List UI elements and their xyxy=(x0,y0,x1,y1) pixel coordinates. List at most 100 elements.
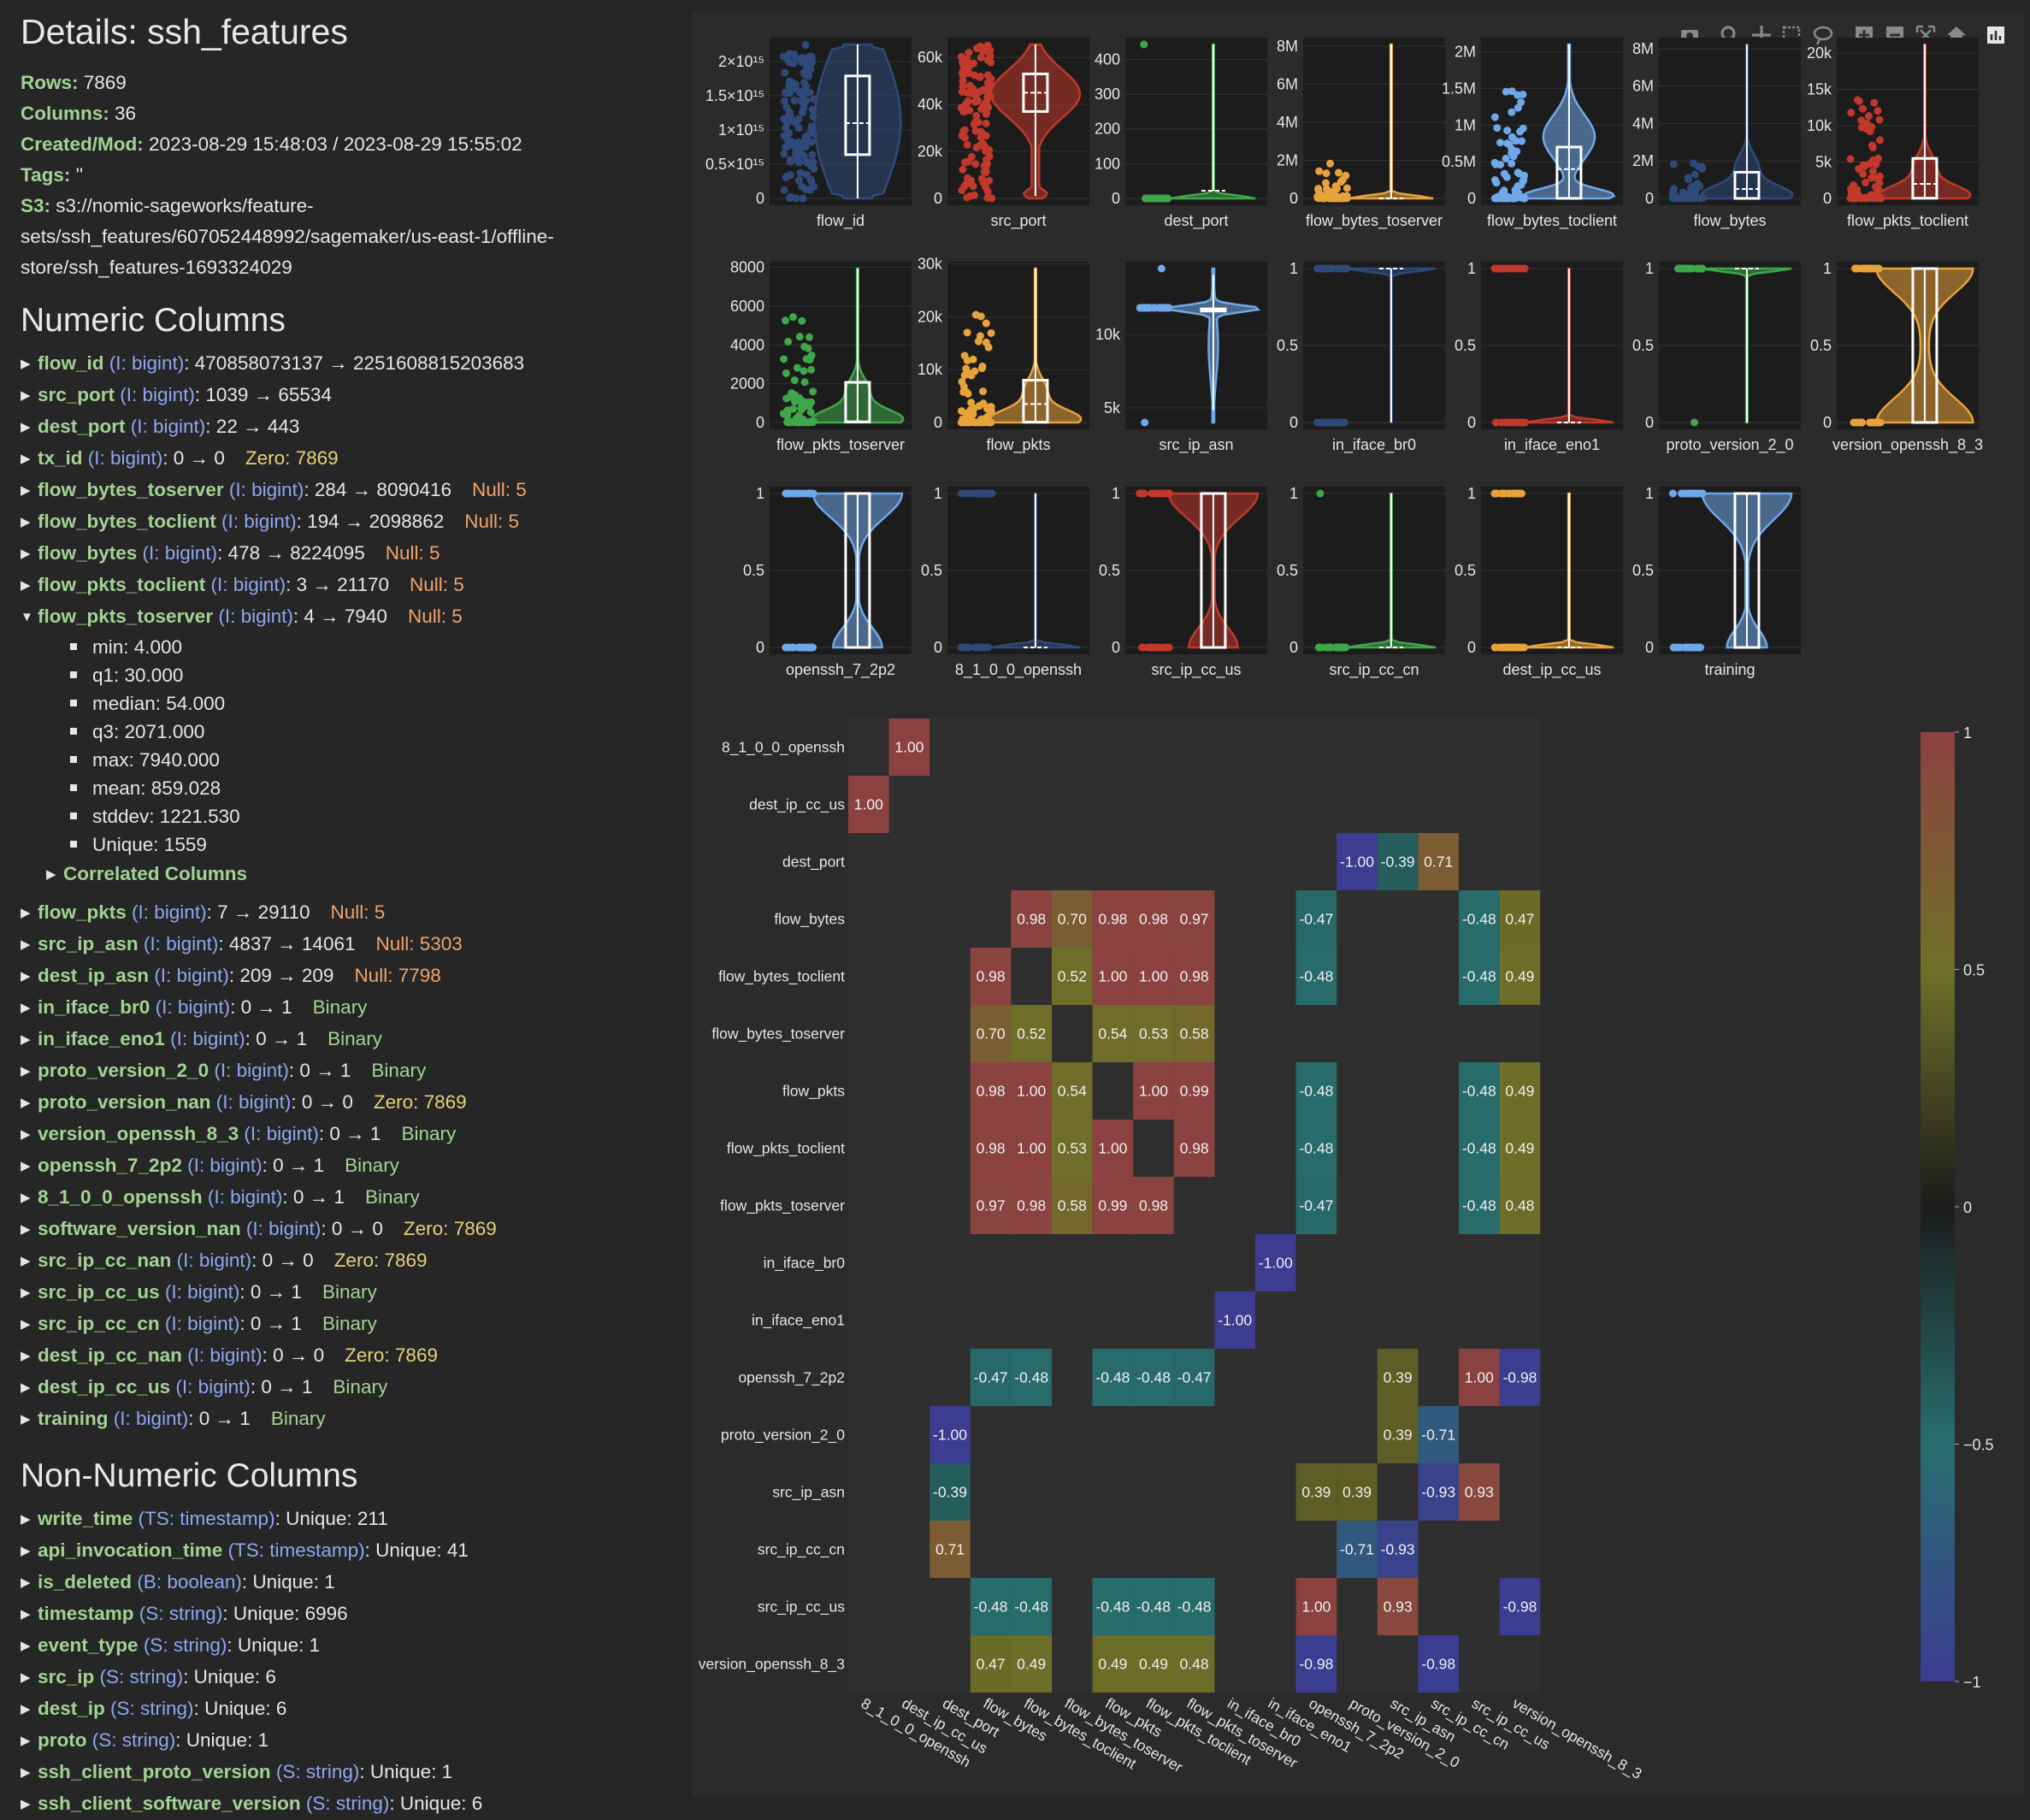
data-point xyxy=(792,140,800,149)
heatmap-cell xyxy=(970,1062,1012,1120)
column-row[interactable]: ▶ 8_1_0_0_openssh (I: bigint): 0 → 1 Binar… xyxy=(21,1182,679,1214)
expand-triangle-icon[interactable]: ▶ xyxy=(21,578,31,593)
data-point xyxy=(1147,643,1155,652)
cell-value-label: 0.98 xyxy=(1017,911,1046,928)
expand-triangle-icon[interactable]: ▶ xyxy=(21,1001,31,1015)
column-row[interactable]: ▶ flow_bytes (I: bigint): 478 → 8224095 Nu… xyxy=(21,538,679,570)
column-row[interactable]: ▶ in_iface_br0 (I: bigint): 0 → 1 Binary xyxy=(21,992,679,1024)
data-point xyxy=(1143,304,1152,312)
violin-panel: 1 0.5 0 src_ip_cc_us xyxy=(1099,485,1267,679)
column-row[interactable]: ▶ proto_version_2_0 (I: bigint): 0 → 1 Bin… xyxy=(21,1055,679,1087)
expand-triangle-icon[interactable]: ▶ xyxy=(21,388,31,403)
column-row[interactable]: ▶ in_iface_eno1 (I: bigint): 0 → 1 Binary xyxy=(21,1024,679,1055)
expand-triangle-icon[interactable]: ▶ xyxy=(21,452,31,466)
column-row[interactable]: ▶ dest_port (I: bigint): 22 → 443 xyxy=(21,411,679,443)
column-row[interactable]: ▶ src_ip_cc_nan (I: bigint): 0 → 0 Zero: 7… xyxy=(21,1245,679,1277)
column-row[interactable]: ▶ event_type (S: string): Unique: 1 xyxy=(21,1630,679,1662)
column-row[interactable]: ▶ openssh_7_2p2 (I: bigint): 0 → 1 Binary xyxy=(21,1150,679,1182)
column-row-expanded[interactable]: ▼ flow_pkts_toserver (I: bigint): 4 → 794… xyxy=(21,601,679,633)
data-point xyxy=(800,489,809,498)
expand-triangle-icon[interactable]: ▶ xyxy=(21,1380,31,1395)
data-point xyxy=(981,417,989,426)
expand-triangle-icon[interactable]: ▶ xyxy=(21,1349,31,1363)
expand-triangle-icon[interactable]: ▶ xyxy=(21,1096,31,1110)
collapse-triangle-icon[interactable]: ▼ xyxy=(21,610,33,624)
data-point xyxy=(959,382,968,391)
column-row[interactable]: ▶ timestamp (S: string): Unique: 6996 xyxy=(21,1598,679,1630)
column-row[interactable]: ▶ write_time (TS: timestamp): Unique: 211 xyxy=(21,1504,679,1535)
expand-triangle-icon[interactable]: ▶ xyxy=(21,1254,31,1268)
stat-item: median: 54.000 xyxy=(70,689,679,718)
expand-triangle-icon[interactable]: ▶ xyxy=(21,515,31,529)
expand-triangle-icon[interactable]: ▶ xyxy=(21,1702,31,1717)
expand-triangle-icon[interactable]: ▶ xyxy=(46,867,56,882)
violin-panel: 1 0.5 0 in_iface_br0 xyxy=(1277,260,1445,454)
heatmap-cell xyxy=(1459,1120,1500,1177)
column-row[interactable]: ▶ src_ip (S: string): Unique: 6 xyxy=(21,1662,679,1693)
correlated-columns-toggle[interactable]: ▶ Correlated Columns xyxy=(46,859,679,890)
column-row[interactable]: ▶ is_deleted (B: boolean): Unique: 1 xyxy=(21,1567,679,1598)
expand-triangle-icon[interactable]: ▶ xyxy=(21,1191,31,1205)
expand-triangle-icon[interactable]: ▶ xyxy=(21,1064,31,1078)
column-row[interactable]: ▶ flow_bytes_toserver (I: bigint): 284 → … xyxy=(21,475,679,506)
column-row[interactable]: ▶ src_ip_cc_cn (I: bigint): 0 → 1 Binary xyxy=(21,1309,679,1340)
column-row[interactable]: ▶ src_ip_cc_us (I: bigint): 0 → 1 Binary xyxy=(21,1277,679,1309)
cell-value-label: -0.71 xyxy=(1421,1427,1455,1444)
expand-triangle-icon[interactable]: ▶ xyxy=(21,906,31,920)
stat-item: q1: 30.000 xyxy=(70,661,679,689)
column-row[interactable]: ▶ src_port (I: bigint): 1039 → 65534 xyxy=(21,380,679,411)
column-row[interactable]: ▶ src_ip_asn (I: bigint): 4837 → 14061 Nul… xyxy=(21,929,679,960)
expand-triangle-icon[interactable]: ▶ xyxy=(21,1607,31,1622)
expand-triangle-icon[interactable]: ▶ xyxy=(21,1544,31,1558)
expand-triangle-icon[interactable]: ▶ xyxy=(21,1159,31,1173)
expand-triangle-icon[interactable]: ▶ xyxy=(21,937,31,952)
expand-triangle-icon[interactable]: ▶ xyxy=(21,547,31,561)
expand-triangle-icon[interactable]: ▶ xyxy=(21,357,31,371)
column-row[interactable]: ▶ ssh_client_software_version (S: string)… xyxy=(21,1788,679,1820)
plotly-logo-icon[interactable] xyxy=(1987,27,2004,44)
column-row[interactable]: ▶ dest_ip (S: string): Unique: 6 xyxy=(21,1693,679,1725)
column-row[interactable]: ▶ ssh_client_proto_version (S: string): U… xyxy=(21,1757,679,1788)
column-row[interactable]: ▶ flow_pkts_toclient (I: bigint): 3 → 211… xyxy=(21,570,679,601)
expand-triangle-icon[interactable]: ▶ xyxy=(21,1032,31,1047)
expand-triangle-icon[interactable]: ▶ xyxy=(21,1317,31,1332)
column-row[interactable]: ▶ dest_ip_cc_us (I: bigint): 0 → 1 Binary xyxy=(21,1372,679,1403)
data-point xyxy=(794,176,803,185)
column-row[interactable]: ▶ software_version_nan (I: bigint): 0 → 0… xyxy=(21,1214,679,1245)
column-row[interactable]: ▶ training (I: bigint): 0 → 1 Binary xyxy=(21,1403,679,1435)
stat-item: max: 7940.000 xyxy=(70,746,679,774)
expand-triangle-icon[interactable]: ▶ xyxy=(21,1222,31,1237)
column-row[interactable]: ▶ flow_id (I: bigint): 470858073137 → 225… xyxy=(21,348,679,380)
column-row[interactable]: ▶ version_openssh_8_3 (I: bigint): 0 → 1 B… xyxy=(21,1119,679,1150)
column-row[interactable]: ▶ dest_ip_asn (I: bigint): 209 → 209 Null:… xyxy=(21,960,679,992)
expand-triangle-icon[interactable]: ▶ xyxy=(21,1127,31,1142)
binary-badge: Binary xyxy=(333,1376,388,1398)
expand-triangle-icon[interactable]: ▶ xyxy=(21,1797,31,1811)
expand-triangle-icon[interactable]: ▶ xyxy=(21,420,31,434)
column-row[interactable]: ▶ flow_bytes_toclient (I: bigint): 194 → … xyxy=(21,506,679,538)
column-row[interactable]: ▶ flow_pkts (I: bigint): 7 → 29110 Null: 5 xyxy=(21,897,679,929)
lasso-select-icon[interactable] xyxy=(1813,26,1833,45)
expand-triangle-icon[interactable]: ▶ xyxy=(21,1412,31,1427)
expand-triangle-icon[interactable]: ▶ xyxy=(21,1285,31,1300)
expand-triangle-icon[interactable]: ▶ xyxy=(21,1734,31,1748)
expand-triangle-icon[interactable]: ▶ xyxy=(21,1765,31,1780)
expand-triangle-icon[interactable]: ▶ xyxy=(21,1512,31,1527)
column-row[interactable]: ▶ api_invocation_time (TS: timestamp): Un… xyxy=(21,1535,679,1567)
expand-triangle-icon[interactable]: ▶ xyxy=(21,1639,31,1653)
column-row[interactable]: ▶ tx_id (I: bigint): 0 → 0 Zero: 7869 xyxy=(21,443,679,475)
column-range: : 0 → 1 xyxy=(188,1408,251,1429)
data-point xyxy=(782,173,790,181)
column-row[interactable]: ▶ proto_version_nan (I: bigint): 0 → 0 Zer… xyxy=(21,1087,679,1119)
data-point xyxy=(1502,264,1511,273)
violin-panel: 1 0.5 0 8_1_0_0_openssh xyxy=(921,485,1089,679)
expand-triangle-icon[interactable]: ▶ xyxy=(21,1670,31,1685)
data-point xyxy=(1140,40,1148,49)
expand-triangle-icon[interactable]: ▶ xyxy=(21,483,31,498)
data-point xyxy=(1864,112,1873,121)
expand-triangle-icon[interactable]: ▶ xyxy=(21,1575,31,1590)
column-row[interactable]: ▶ dest_ip_cc_nan (I: bigint): 0 → 0 Zero: … xyxy=(21,1340,679,1372)
column-row[interactable]: ▶ proto (S: string): Unique: 1 xyxy=(21,1725,679,1757)
expand-triangle-icon[interactable]: ▶ xyxy=(21,969,31,984)
x-axis-label: in_iface_eno1 xyxy=(1504,436,1600,454)
